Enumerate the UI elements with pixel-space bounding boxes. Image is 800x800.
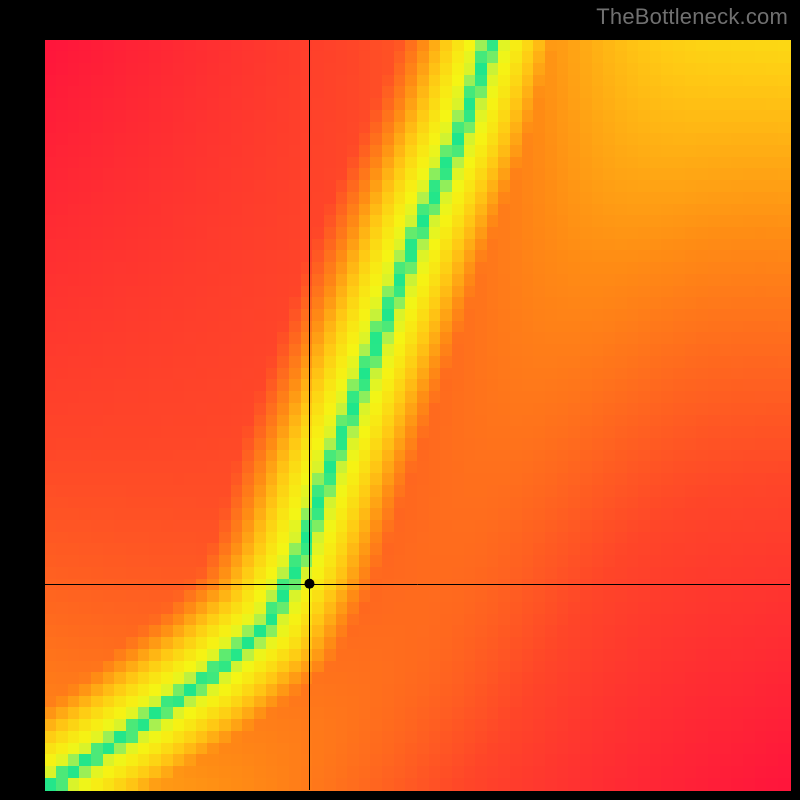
bottleneck-heatmap-canvas [0,0,800,800]
watermark-text: TheBottleneck.com [596,4,788,30]
